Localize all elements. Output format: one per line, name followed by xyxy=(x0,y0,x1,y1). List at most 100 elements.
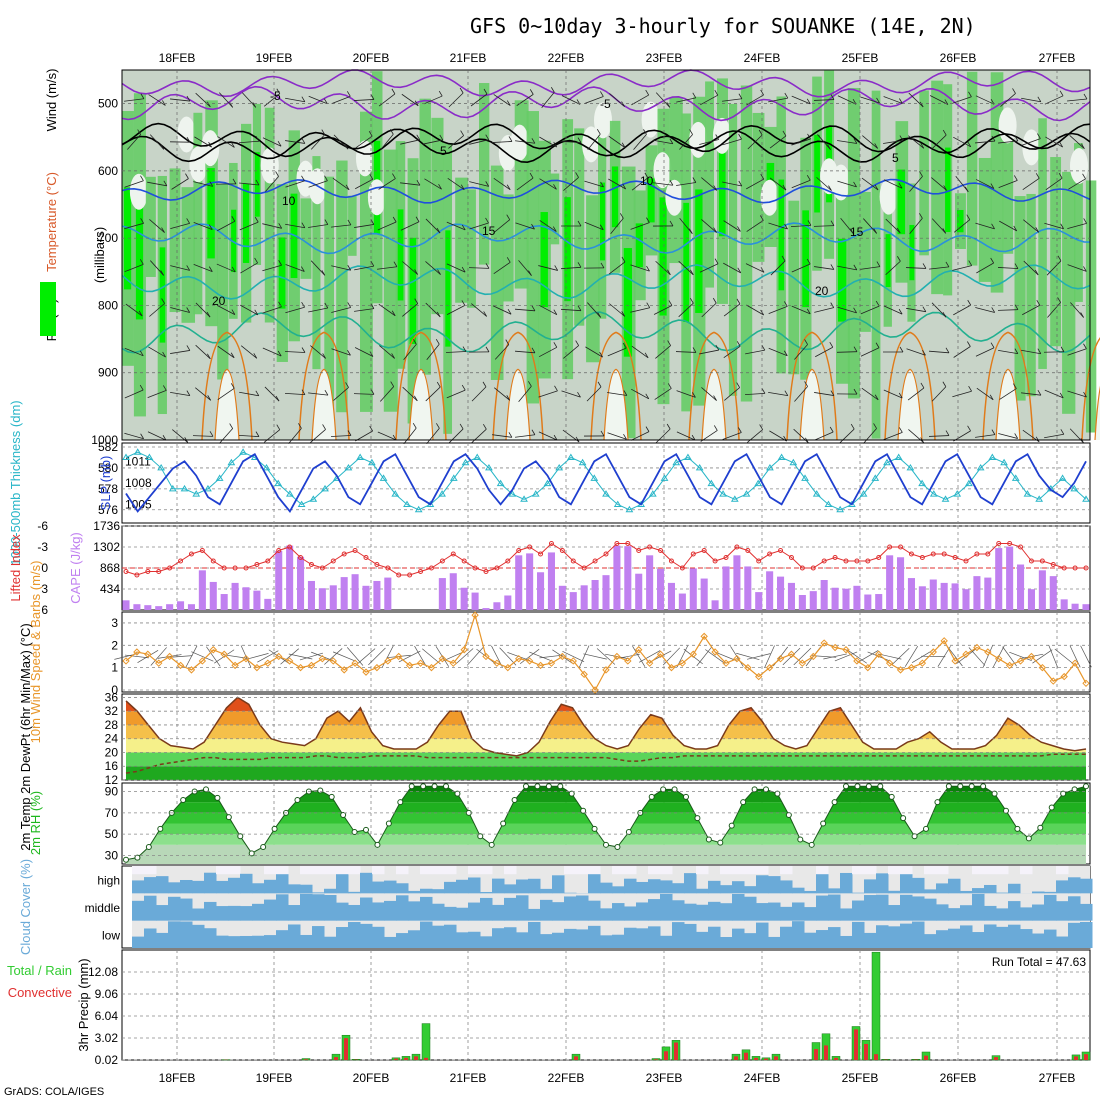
wind-barb-flag xyxy=(967,141,972,148)
wind-barb-flag xyxy=(621,101,625,107)
y-tick-label: 3.02 xyxy=(95,1031,119,1045)
wind-barb-flag xyxy=(597,381,602,388)
wind-barb-flag xyxy=(139,350,144,357)
wind-barb-flag xyxy=(597,312,602,318)
cape-bar xyxy=(373,580,381,610)
cloud-cell xyxy=(912,896,925,921)
warm-contour xyxy=(590,331,642,441)
wind-speed-point xyxy=(253,663,261,672)
cloud-cell xyxy=(504,927,517,948)
li-point xyxy=(232,565,238,571)
wind-barb xyxy=(907,387,925,401)
rh-band xyxy=(1026,193,1036,397)
li-point xyxy=(734,544,740,550)
bottom-date-axis: 18FEB 19FEB 20FEB 21FEB 22FEB 23FEB 24FEB 25FEB… xyxy=(159,1071,1076,1085)
rh-band xyxy=(966,71,978,266)
wind-barb-flag xyxy=(829,426,834,433)
wind-speed-point xyxy=(667,663,676,672)
wind-barb xyxy=(471,303,487,317)
li-point xyxy=(363,555,369,560)
rh-point xyxy=(694,815,701,822)
panel-frame xyxy=(121,611,1091,693)
cloud-cell xyxy=(180,898,193,921)
cape-bar xyxy=(275,550,283,610)
cloud-cell xyxy=(888,926,901,948)
warm-core xyxy=(311,368,337,441)
thickness-point xyxy=(929,490,938,497)
wind-barb xyxy=(262,137,282,147)
wind-barb xyxy=(794,344,808,360)
li-point xyxy=(887,544,893,550)
cape-bar xyxy=(362,585,370,610)
precip-convective-bar xyxy=(1084,1054,1088,1060)
li-point xyxy=(527,544,533,550)
precip-convective-bar xyxy=(864,1043,868,1060)
wind-barb-flag xyxy=(1083,93,1088,100)
wind-barb xyxy=(813,99,835,101)
contour-label: 10 xyxy=(640,174,654,188)
wind-barb xyxy=(239,391,259,397)
axis-label: 10m Wind Speed & Barbs (m/s) xyxy=(28,561,43,744)
wind-barb xyxy=(288,653,313,660)
cloud-clear-cell xyxy=(372,866,385,875)
cloud-cell xyxy=(360,872,373,894)
wind-barb-flag xyxy=(139,384,144,391)
cloud-cell xyxy=(708,901,721,921)
wind-barb xyxy=(834,651,858,662)
wind-barb-flag xyxy=(301,389,306,395)
li-point xyxy=(265,558,271,564)
wind-barb xyxy=(768,97,788,103)
thickness-point xyxy=(672,458,681,466)
wind-barb-flag xyxy=(623,390,628,396)
wind-barb-flag xyxy=(390,381,395,387)
wind-barb xyxy=(403,427,417,445)
thickness-point xyxy=(1058,474,1067,481)
rh-band xyxy=(1002,127,1014,254)
cloud-cell xyxy=(936,883,949,894)
wind-barb xyxy=(904,646,919,667)
wind-speed-point xyxy=(471,611,479,619)
wind-barb xyxy=(515,140,535,144)
wind-barb xyxy=(515,222,535,230)
wind-barb xyxy=(769,430,787,442)
wind-barb xyxy=(953,136,971,148)
cloud-cell xyxy=(936,930,949,948)
wind-barb-flag xyxy=(644,172,649,179)
wind-barb-flag xyxy=(876,261,881,267)
wind-barb xyxy=(952,390,972,398)
cloud-cell xyxy=(480,891,493,894)
wind-speed-point xyxy=(875,650,883,658)
wind-barb xyxy=(308,224,328,228)
wind-barb-flag xyxy=(646,265,650,272)
temp-band xyxy=(126,711,1086,725)
thickness-point xyxy=(613,500,622,508)
cloud-cell xyxy=(432,889,445,894)
cloud-cell xyxy=(504,897,517,921)
wind-barb-flag xyxy=(942,311,947,318)
precip-convective-bar xyxy=(774,1056,778,1060)
thickness-point xyxy=(297,500,306,508)
wind-barb-flag xyxy=(255,179,260,186)
li-point xyxy=(712,558,718,564)
cloud-cell xyxy=(816,895,829,921)
cape-bar xyxy=(526,553,534,610)
wind-barb xyxy=(466,647,484,666)
thickness-point xyxy=(496,479,505,487)
wind-barb xyxy=(860,96,880,104)
wind-barb xyxy=(862,135,878,149)
wind-barb xyxy=(356,648,376,665)
li-point xyxy=(461,558,467,564)
wind-barb xyxy=(861,177,879,191)
wind-barb-flag xyxy=(459,423,464,430)
cloud-cell xyxy=(360,923,373,948)
rh-band xyxy=(431,117,444,315)
wind-barb xyxy=(149,134,165,150)
wind-speed-point xyxy=(787,650,796,658)
wind-speed-point xyxy=(864,663,872,672)
wind-barb-flag xyxy=(347,430,352,436)
cloud-clear-cell xyxy=(996,866,1009,875)
li-point xyxy=(810,565,816,571)
cloud-clear-cell xyxy=(648,866,661,875)
cape-bar xyxy=(1082,604,1090,610)
rh-dry-spot xyxy=(998,107,1017,144)
